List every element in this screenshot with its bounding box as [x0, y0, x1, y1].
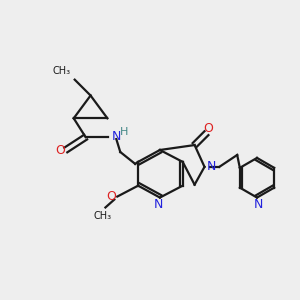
Text: CH₃: CH₃	[52, 66, 71, 76]
Text: CH₃: CH₃	[93, 212, 112, 221]
Text: O: O	[106, 190, 116, 203]
Text: N: N	[111, 130, 121, 142]
Text: N: N	[154, 198, 164, 211]
Text: N: N	[207, 160, 216, 173]
Text: N: N	[253, 198, 263, 211]
Text: H: H	[120, 127, 129, 137]
Text: O: O	[55, 143, 65, 157]
Text: O: O	[203, 122, 213, 135]
